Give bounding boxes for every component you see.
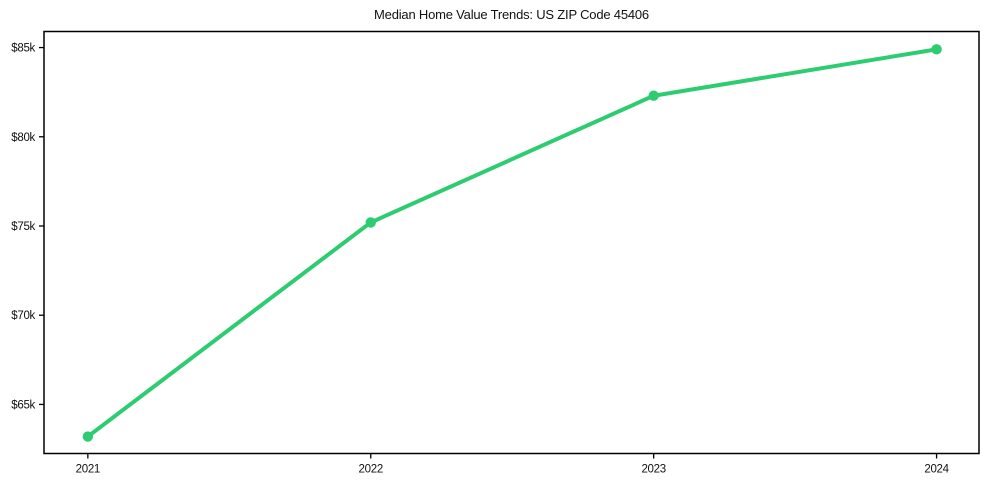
data-point-marker bbox=[931, 44, 942, 55]
x-tick-label: 2022 bbox=[359, 464, 383, 476]
y-tick-label: $85k bbox=[11, 43, 35, 55]
data-point-marker bbox=[365, 217, 376, 228]
y-tick-label: $80k bbox=[11, 132, 35, 144]
data-point-marker bbox=[82, 431, 94, 442]
data-point-marker bbox=[648, 90, 659, 101]
chart-title: Median Home Value Trends: US ZIP Code 45… bbox=[374, 7, 649, 22]
x-tick-label: 2024 bbox=[924, 464, 949, 476]
plot-border bbox=[43, 30, 980, 455]
y-tick-label: $75k bbox=[11, 221, 35, 233]
x-tick-label: 2023 bbox=[641, 464, 665, 476]
x-tick-label: 2021 bbox=[76, 464, 100, 476]
trend-line bbox=[85, 47, 939, 439]
y-tick-label: $65k bbox=[11, 399, 35, 411]
y-tick-label: $70k bbox=[11, 310, 35, 322]
